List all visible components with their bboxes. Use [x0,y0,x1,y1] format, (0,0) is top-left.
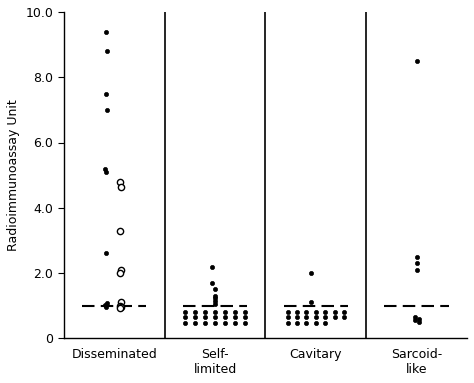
Y-axis label: Radioimmunoassay Unit: Radioimmunoassay Unit [7,99,20,251]
